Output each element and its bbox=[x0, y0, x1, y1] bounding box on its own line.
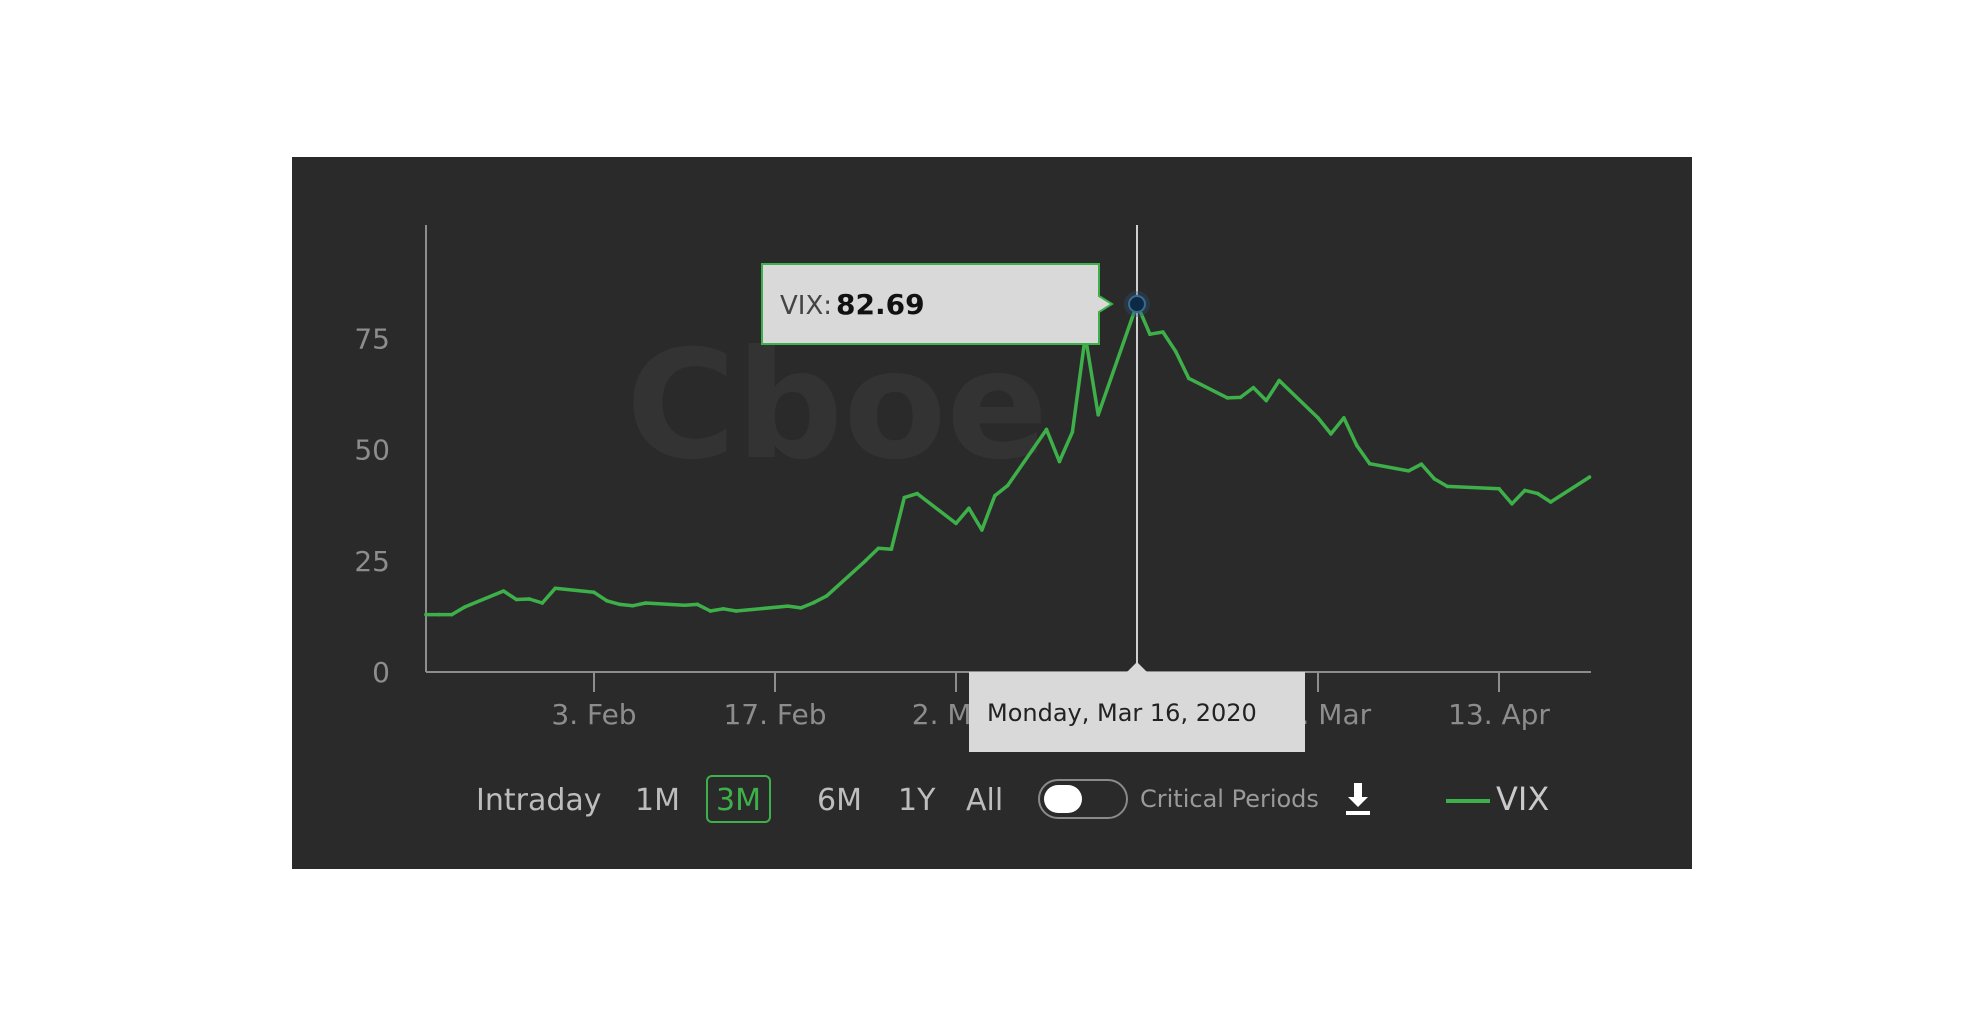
y-tick-label: 25 bbox=[354, 545, 390, 578]
critical-periods-toggle[interactable] bbox=[1038, 779, 1128, 819]
data-point bbox=[824, 594, 829, 598]
data-point bbox=[462, 605, 467, 609]
data-point bbox=[1406, 469, 1411, 473]
x-tick-label: 3. Feb bbox=[551, 698, 636, 731]
data-point bbox=[1510, 501, 1514, 506]
data-point bbox=[708, 609, 713, 613]
data-point bbox=[514, 597, 519, 602]
y-tick-label: 0 bbox=[372, 656, 390, 689]
data-point bbox=[618, 602, 622, 607]
range-6m-button[interactable]: 6M bbox=[817, 783, 862, 818]
data-point bbox=[721, 607, 726, 611]
data-point bbox=[1264, 398, 1269, 403]
data-point bbox=[811, 600, 816, 605]
data-point bbox=[1173, 349, 1178, 354]
data-point bbox=[1523, 488, 1527, 493]
data-point bbox=[1497, 486, 1501, 491]
data-point bbox=[605, 599, 609, 603]
data-point bbox=[1070, 430, 1075, 434]
data-point bbox=[1342, 416, 1346, 420]
data-point bbox=[540, 601, 545, 605]
data-point bbox=[630, 603, 635, 608]
data-point bbox=[1535, 491, 1540, 496]
data-point bbox=[1277, 378, 1282, 383]
data-point bbox=[1186, 376, 1191, 381]
data-point bbox=[695, 602, 700, 607]
hover-marker bbox=[1128, 295, 1146, 314]
data-point bbox=[527, 597, 532, 601]
data-point bbox=[1587, 475, 1592, 479]
legend-label: VIX bbox=[1496, 780, 1550, 818]
data-point bbox=[734, 609, 739, 613]
range-all-button[interactable]: All bbox=[966, 783, 1004, 818]
data-point bbox=[863, 558, 868, 563]
data-point bbox=[954, 521, 958, 526]
data-point bbox=[1225, 396, 1230, 400]
date-tooltip-box bbox=[969, 662, 1305, 752]
data-point bbox=[1329, 432, 1333, 436]
data-point bbox=[1096, 412, 1101, 417]
cboe-watermark: Cboe bbox=[626, 319, 1048, 493]
data-point bbox=[1354, 443, 1359, 448]
data-point bbox=[1148, 332, 1152, 337]
value-tooltip-box bbox=[761, 263, 1114, 346]
data-point bbox=[992, 493, 997, 498]
data-point bbox=[1044, 427, 1049, 432]
download-icon[interactable] bbox=[1340, 779, 1376, 819]
range-1y-button[interactable]: 1Y bbox=[898, 783, 936, 818]
data-point bbox=[786, 604, 790, 608]
tooltip-date: Monday, Mar 16, 2020 bbox=[987, 699, 1257, 727]
y-tick-label: 75 bbox=[354, 322, 390, 355]
toggle-knob bbox=[1044, 785, 1082, 813]
data-point bbox=[1367, 461, 1372, 466]
y-tick-label: 50 bbox=[354, 434, 390, 467]
range-3m-button[interactable]: 3M bbox=[706, 775, 771, 823]
data-point bbox=[1432, 477, 1437, 481]
data-point bbox=[501, 589, 506, 593]
data-point bbox=[1005, 483, 1010, 488]
data-point bbox=[424, 612, 428, 617]
data-point bbox=[902, 495, 907, 500]
data-point bbox=[1548, 500, 1553, 504]
tooltip-value: 82.69 bbox=[836, 288, 925, 321]
data-point bbox=[682, 603, 687, 608]
x-tick-label: 17. Feb bbox=[723, 698, 826, 731]
data-point bbox=[643, 601, 648, 605]
data-point bbox=[553, 586, 558, 591]
data-point bbox=[1316, 416, 1320, 420]
data-point bbox=[915, 491, 920, 496]
data-point bbox=[967, 506, 971, 511]
range-intraday-button[interactable]: Intraday bbox=[476, 783, 602, 818]
legend-swatch bbox=[1446, 799, 1490, 803]
data-point bbox=[592, 590, 596, 595]
data-point bbox=[1251, 385, 1256, 390]
data-point bbox=[1445, 484, 1450, 489]
data-point bbox=[980, 528, 984, 532]
data-point bbox=[437, 612, 441, 617]
chart-controls: Intraday 1M 3M 6M 1Y All Critical Period… bbox=[292, 767, 1692, 827]
data-point bbox=[1057, 459, 1062, 464]
critical-periods-label: Critical Periods bbox=[1140, 785, 1319, 813]
tooltip-series-label: VIX: bbox=[780, 291, 832, 321]
data-point bbox=[876, 546, 881, 551]
x-tick-label: 13. Apr bbox=[1448, 698, 1550, 731]
data-point bbox=[799, 606, 803, 610]
data-point bbox=[889, 547, 894, 551]
data-point bbox=[1161, 330, 1165, 334]
data-point bbox=[449, 612, 454, 617]
data-point bbox=[1238, 395, 1243, 400]
data-point bbox=[1419, 462, 1424, 466]
range-1m-button[interactable]: 1M bbox=[635, 783, 680, 818]
